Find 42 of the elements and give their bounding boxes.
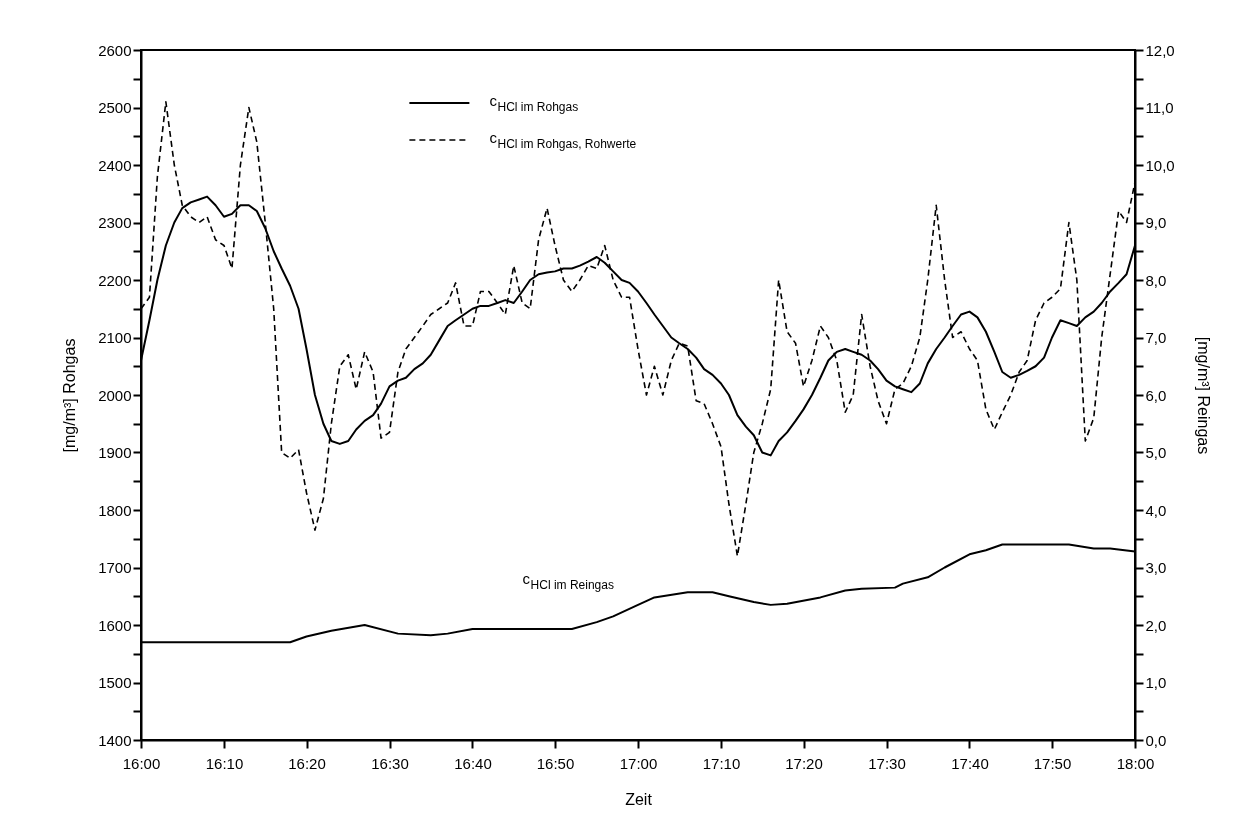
- x-tick-label: 17:30: [868, 754, 906, 772]
- y2-tick-label: 8,0: [1145, 271, 1167, 289]
- y-tick-label: 1400: [98, 731, 132, 749]
- y2-tick-label: 6,0: [1145, 386, 1167, 404]
- x-tick-label: 17:40: [951, 754, 989, 772]
- y2-tick-label: 9,0: [1145, 214, 1167, 231]
- x-tick-label: 17:00: [619, 754, 658, 772]
- y2-tick-label: 4,0: [1145, 501, 1167, 519]
- y-tick-label: 2400: [98, 156, 132, 174]
- y-tick-label: 1600: [98, 616, 132, 634]
- y-tick-label: 2200: [98, 271, 132, 289]
- y2-tick-label: 0,0: [1145, 731, 1167, 749]
- y-tick-label: 2000: [98, 386, 132, 404]
- y2-tick-label: 11,0: [1145, 99, 1174, 116]
- y2-axis-title: [mg/m³] Reingas: [1194, 336, 1212, 455]
- y2-tick-label: 2,0: [1145, 616, 1167, 634]
- y-tick-label: 2100: [98, 329, 132, 346]
- x-tick-label: 17:10: [702, 754, 741, 772]
- x-tick-label: 16:20: [288, 754, 326, 772]
- x-tick-label: 17:20: [785, 754, 823, 772]
- y-tick-label: 1800: [98, 501, 132, 519]
- y-tick-label: 2600: [98, 41, 132, 59]
- y2-tick-label: 12,0: [1145, 41, 1175, 59]
- y2-tick-label: 3,0: [1145, 559, 1167, 576]
- x-tick-label: 16:40: [454, 754, 492, 772]
- y-tick-label: 2300: [98, 214, 132, 231]
- y2-tick-label: 1,0: [1145, 674, 1167, 691]
- x-tick-label: 16:30: [371, 754, 409, 772]
- y-tick-label: 1900: [98, 444, 132, 461]
- x-axis-title: Zeit: [625, 790, 653, 808]
- y-tick-label: 1700: [98, 559, 132, 576]
- x-tick-label: 18:00: [1116, 754, 1155, 772]
- x-tick-label: 16:50: [536, 754, 575, 772]
- x-tick-label: 17:50: [1033, 754, 1072, 772]
- y-tick-label: 2500: [98, 99, 132, 116]
- y2-tick-label: 10,0: [1145, 156, 1175, 174]
- x-tick-label: 16:10: [205, 754, 244, 772]
- x-tick-label: 16:00: [122, 754, 161, 772]
- y-axis-title: [mg/m³] Rohgas: [61, 338, 79, 453]
- y2-tick-label: 7,0: [1145, 329, 1167, 346]
- y2-tick-label: 5,0: [1145, 444, 1167, 461]
- y-tick-label: 1500: [98, 674, 132, 691]
